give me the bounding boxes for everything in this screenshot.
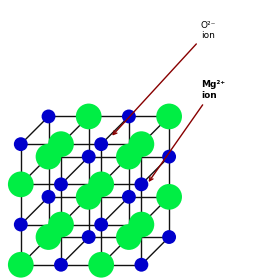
- Circle shape: [88, 252, 114, 278]
- Circle shape: [122, 109, 136, 123]
- Circle shape: [122, 190, 136, 204]
- Circle shape: [82, 230, 96, 244]
- Circle shape: [36, 224, 61, 250]
- Circle shape: [76, 104, 102, 129]
- Circle shape: [134, 258, 148, 272]
- Circle shape: [36, 144, 61, 169]
- Circle shape: [116, 144, 142, 169]
- Circle shape: [48, 212, 74, 237]
- Circle shape: [116, 224, 142, 250]
- Circle shape: [42, 109, 55, 123]
- Circle shape: [8, 252, 34, 278]
- Circle shape: [54, 178, 68, 191]
- Circle shape: [162, 150, 176, 164]
- Circle shape: [14, 218, 28, 232]
- Circle shape: [156, 104, 182, 129]
- Circle shape: [162, 230, 176, 244]
- Circle shape: [156, 184, 182, 210]
- Circle shape: [129, 131, 154, 157]
- Circle shape: [42, 190, 55, 204]
- Circle shape: [94, 137, 108, 151]
- Circle shape: [82, 150, 96, 164]
- Circle shape: [54, 258, 68, 272]
- Circle shape: [8, 171, 34, 197]
- Circle shape: [48, 131, 74, 157]
- Circle shape: [94, 218, 108, 232]
- Text: Mg²⁺
ion: Mg²⁺ ion: [150, 80, 225, 181]
- Circle shape: [134, 178, 148, 191]
- Text: O²⁻
ion: O²⁻ ion: [113, 21, 216, 134]
- Circle shape: [129, 212, 154, 237]
- Circle shape: [14, 137, 28, 151]
- Circle shape: [76, 184, 102, 210]
- Circle shape: [88, 171, 114, 197]
